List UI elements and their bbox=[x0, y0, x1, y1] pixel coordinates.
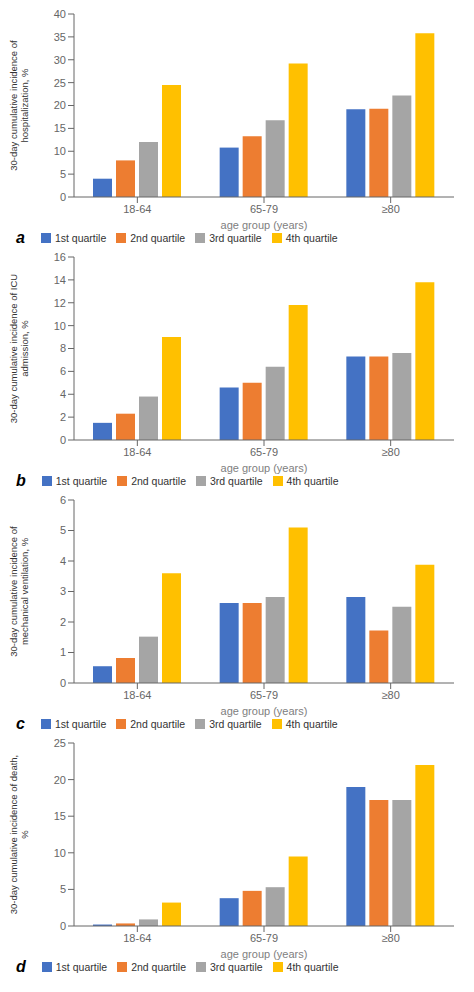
html-text:1st quartile: 1st quartile bbox=[55, 961, 108, 973]
html-text:d: d bbox=[16, 958, 26, 975]
html-text:3rd quartile: 3rd quartile bbox=[209, 718, 262, 730]
svg-text:30: 30 bbox=[54, 54, 66, 66]
html-text:3rd quartile: 3rd quartile bbox=[210, 961, 263, 973]
svg-text:15: 15 bbox=[54, 122, 66, 134]
svg-text:age group (years): age group (years) bbox=[221, 462, 308, 474]
svg-text:0: 0 bbox=[60, 191, 66, 203]
svg-text:20: 20 bbox=[54, 99, 66, 111]
svg-text:18-64: 18-64 bbox=[123, 446, 151, 458]
svg-text:40: 40 bbox=[54, 8, 66, 20]
svg-text:10: 10 bbox=[54, 145, 66, 157]
svg-text:14: 14 bbox=[54, 274, 66, 286]
html-text:4th quartile: 4th quartile bbox=[286, 961, 339, 973]
html-text:3rd quartile: 3rd quartile bbox=[209, 232, 262, 244]
svg-text:25: 25 bbox=[54, 737, 66, 749]
svg-text:6: 6 bbox=[60, 365, 66, 377]
svg-text:18-64: 18-64 bbox=[123, 689, 151, 701]
svg-text:2: 2 bbox=[60, 411, 66, 423]
html-text:3rd quartile: 3rd quartile bbox=[210, 475, 263, 487]
svg-text:30-day cumulative incidence of: 30-day cumulative incidence of death,% bbox=[8, 755, 30, 915]
svg-text:1: 1 bbox=[60, 646, 66, 658]
html-text:2nd quartile: 2nd quartile bbox=[130, 718, 186, 730]
svg-text:15: 15 bbox=[54, 810, 66, 822]
svg-text:25: 25 bbox=[54, 77, 66, 89]
html-text:b: b bbox=[16, 472, 26, 489]
html-text:2nd quartile: 2nd quartile bbox=[130, 232, 186, 244]
svg-text:65-79: 65-79 bbox=[250, 203, 278, 215]
html-text:1st quartile: 1st quartile bbox=[54, 232, 107, 244]
svg-text:30-day cumulative incidence of: 30-day cumulative incidence of ICUadmiss… bbox=[8, 274, 30, 424]
svg-text:30-day cumulative incidence of: 30-day cumulative incidence ofhospitaliz… bbox=[8, 40, 30, 171]
svg-text:age group (years): age group (years) bbox=[221, 705, 308, 717]
svg-text:0: 0 bbox=[60, 434, 66, 446]
svg-text:4: 4 bbox=[60, 388, 66, 400]
svg-text:12: 12 bbox=[54, 297, 66, 309]
html-text:2nd quartile: 2nd quartile bbox=[131, 475, 186, 487]
svg-text:6: 6 bbox=[60, 494, 66, 506]
svg-text:18-64: 18-64 bbox=[123, 932, 151, 944]
html-text:1st quartile: 1st quartile bbox=[54, 718, 107, 730]
html-text:1st quartile: 1st quartile bbox=[55, 475, 108, 487]
html-text:2nd quartile: 2nd quartile bbox=[131, 961, 186, 973]
svg-text:18-64: 18-64 bbox=[123, 203, 151, 215]
svg-text:65-79: 65-79 bbox=[250, 689, 278, 701]
svg-text:≥80: ≥80 bbox=[382, 689, 400, 701]
svg-text:5: 5 bbox=[60, 524, 66, 536]
svg-text:0: 0 bbox=[60, 677, 66, 689]
svg-text:5: 5 bbox=[60, 883, 66, 895]
svg-text:35: 35 bbox=[54, 31, 66, 43]
svg-text:3: 3 bbox=[60, 585, 66, 597]
svg-text:30-day cumulative incidence of: 30-day cumulative incidence ofmechanical… bbox=[8, 526, 30, 657]
svg-text:8: 8 bbox=[60, 342, 66, 354]
svg-text:10: 10 bbox=[54, 320, 66, 332]
html-text:4th quartile: 4th quartile bbox=[286, 475, 339, 487]
html-text:a: a bbox=[16, 229, 25, 246]
svg-text:65-79: 65-79 bbox=[250, 446, 278, 458]
svg-text:age group (years): age group (years) bbox=[221, 948, 308, 960]
svg-text:0: 0 bbox=[60, 920, 66, 932]
svg-text:2: 2 bbox=[60, 616, 66, 628]
svg-text:age group (years): age group (years) bbox=[221, 219, 308, 231]
html-text:c: c bbox=[16, 715, 25, 732]
svg-text:20: 20 bbox=[54, 774, 66, 786]
svg-text:10: 10 bbox=[54, 847, 66, 859]
svg-text:≥80: ≥80 bbox=[382, 446, 400, 458]
svg-text:4: 4 bbox=[60, 555, 66, 567]
svg-text:65-79: 65-79 bbox=[250, 932, 278, 944]
html-text:4th quartile: 4th quartile bbox=[285, 232, 338, 244]
svg-text:≥80: ≥80 bbox=[382, 203, 400, 215]
html-text:4th quartile: 4th quartile bbox=[285, 718, 338, 730]
svg-text:≥80: ≥80 bbox=[382, 932, 400, 944]
svg-text:5: 5 bbox=[60, 168, 66, 180]
svg-text:16: 16 bbox=[54, 251, 66, 263]
